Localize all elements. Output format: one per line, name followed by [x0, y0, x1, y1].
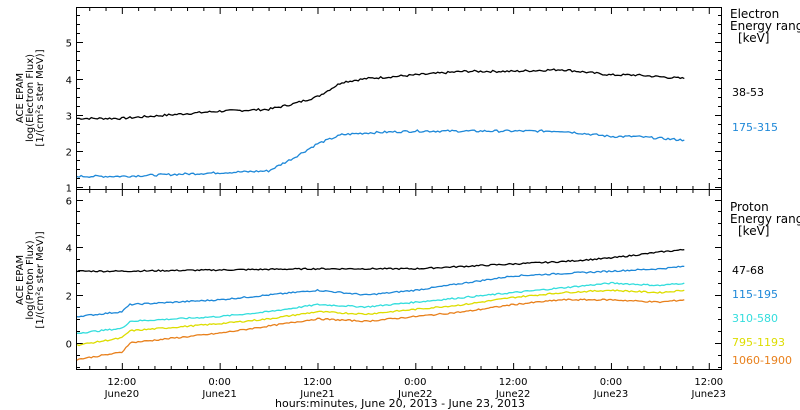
- y-tick-label: 0: [66, 340, 72, 351]
- y-axis-ticks: 1 2 3 4 5 0 2 4 6: [66, 15, 721, 368]
- legend-entry-1060-1900: 1060-1900: [732, 354, 792, 367]
- legend-entry-795-1193: 795-1193: [732, 336, 785, 349]
- y-tick-label: 2: [66, 292, 72, 303]
- y-tick-label: 4: [66, 76, 72, 87]
- proton-ylabel-line1: ACE EPAM: [15, 255, 26, 305]
- y-tick-label: 4: [66, 244, 72, 255]
- legend-entry-175-315: 175-315: [732, 121, 778, 134]
- x-tick-label-date: June23: [691, 389, 727, 400]
- y-tick-label: 2: [66, 148, 72, 159]
- electron-ylabel-line1: ACE EPAM: [15, 73, 26, 123]
- y-tick-label: 3: [66, 112, 72, 123]
- legend-entry-310-580: 310-580: [732, 312, 778, 325]
- electron-plot-frame: [76, 7, 722, 190]
- series-line-175-315: [76, 129, 685, 179]
- data-series: [76, 68, 685, 361]
- series-line-115-195: [76, 265, 685, 318]
- electron-y-axis-label: ACE EPAM log(Electron Flux) [1/(cm²s ste…: [15, 49, 46, 146]
- series-line-47-68: [76, 248, 685, 273]
- y-tick-label: 5: [66, 39, 72, 50]
- x-axis-ticks: 12:00June200:00June2112:00June210:00June…: [89, 8, 727, 400]
- electron-ylabel-line2: log(Electron Flux): [25, 54, 36, 142]
- y-tick-label: 1: [66, 184, 72, 195]
- x-tick-label-date: June22: [397, 389, 433, 400]
- legend-title-energy: Energy ranges: [730, 19, 800, 33]
- proton-y-axis-label: ACE EPAM log(Proton Flux) [1/(cm²s ster …: [15, 231, 46, 328]
- legend-entry-47-68: 47-68: [732, 264, 764, 277]
- series-line-795-1193: [76, 289, 685, 347]
- series-line-1060-1900: [76, 298, 685, 361]
- x-tick-label-date: June21: [299, 389, 335, 400]
- series-line-310-580: [76, 281, 685, 334]
- proton-plot-frame: [76, 189, 722, 370]
- x-tick-label-date: June21: [201, 389, 237, 400]
- legend-title-energy: Energy ranges: [730, 212, 800, 226]
- x-tick-label-time: 12:00: [107, 377, 136, 388]
- x-tick-label-time: 0:00: [208, 377, 230, 388]
- legend-entry-115-195: 115-195: [732, 288, 778, 301]
- x-tick-label-date: June20: [104, 389, 140, 400]
- legend-entry-38-53: 38-53: [732, 86, 764, 99]
- x-tick-label-date: June22: [495, 389, 531, 400]
- x-axis-label: hours:minutes, June 20, 2013 - June 23, …: [275, 397, 525, 410]
- x-tick-label-time: 0:00: [404, 377, 426, 388]
- y-tick-label: 6: [66, 197, 72, 208]
- legend-title-units: [keV]: [738, 224, 769, 238]
- proton-ylabel-line2: log(Proton Flux): [25, 240, 36, 319]
- x-tick-label-date: June23: [593, 389, 629, 400]
- x-tick-label-time: 12:00: [303, 377, 332, 388]
- series-line-38-53: [76, 68, 685, 121]
- x-tick-label-time: 12:00: [694, 377, 723, 388]
- x-tick-label-time: 0:00: [600, 377, 622, 388]
- proton-ylabel-line3: [1/(cm²s ster MeV)]: [35, 231, 46, 328]
- electron-ylabel-line3: [1/(cm²s ster MeV)]: [35, 49, 46, 146]
- x-tick-label-time: 12:00: [499, 377, 528, 388]
- legend-title-particle: Electron: [730, 7, 779, 21]
- legend-title-units: [keV]: [738, 31, 769, 45]
- legend-title-particle: Proton: [730, 200, 769, 214]
